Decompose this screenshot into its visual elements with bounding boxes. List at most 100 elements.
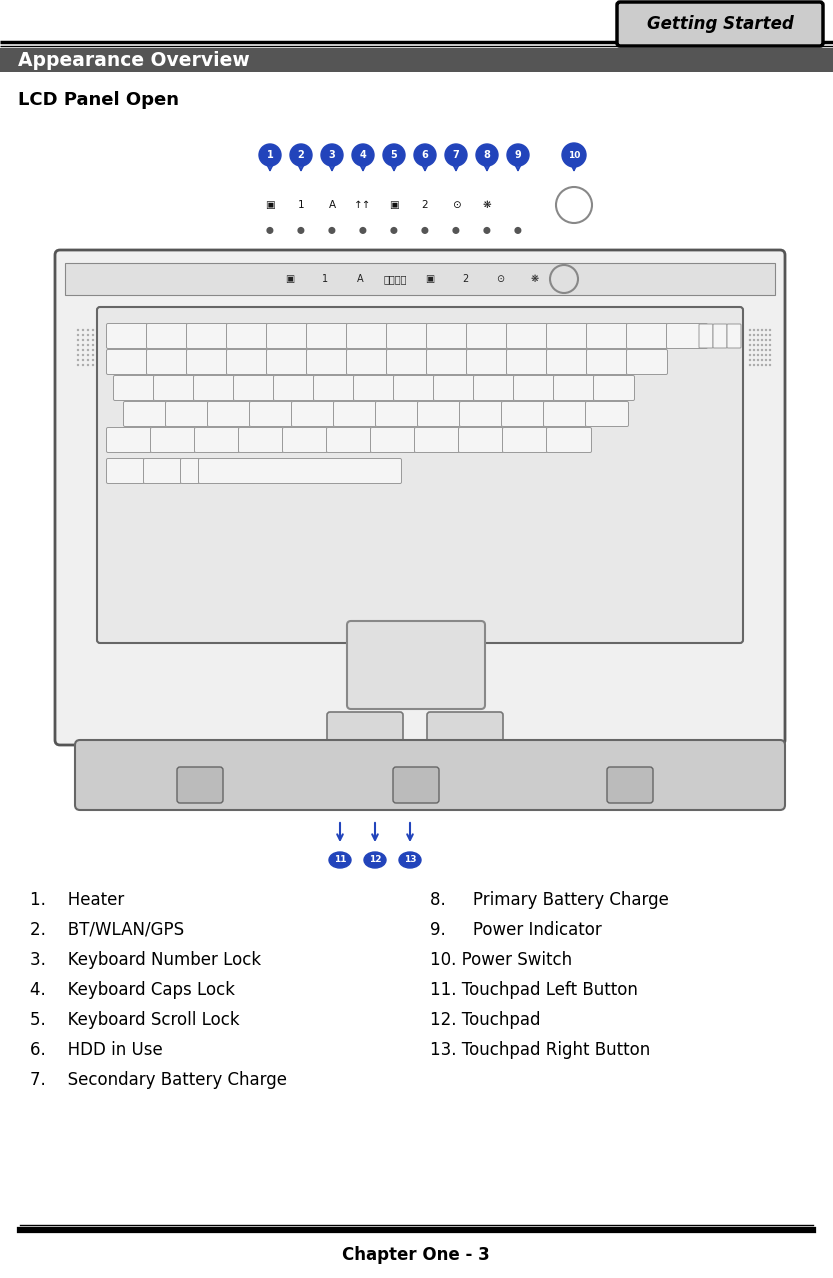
Text: 11: 11	[334, 855, 347, 864]
FancyBboxPatch shape	[727, 325, 741, 348]
Text: 8: 8	[484, 150, 491, 160]
Text: 1: 1	[267, 150, 273, 160]
FancyBboxPatch shape	[546, 349, 587, 374]
FancyBboxPatch shape	[267, 323, 307, 349]
Text: Chapter One - 3: Chapter One - 3	[342, 1246, 490, 1264]
FancyBboxPatch shape	[617, 3, 823, 46]
Circle shape	[753, 364, 756, 367]
Circle shape	[97, 359, 99, 362]
Circle shape	[87, 349, 89, 351]
Circle shape	[476, 144, 498, 166]
Text: 2.  BT/WLAN/GPS: 2. BT/WLAN/GPS	[30, 921, 184, 939]
Circle shape	[92, 354, 94, 357]
Circle shape	[749, 364, 751, 367]
Circle shape	[97, 344, 99, 346]
FancyBboxPatch shape	[433, 376, 475, 400]
Circle shape	[102, 354, 104, 357]
Ellipse shape	[364, 852, 386, 868]
Text: 13: 13	[404, 855, 416, 864]
Circle shape	[82, 354, 84, 357]
Circle shape	[753, 354, 756, 357]
FancyBboxPatch shape	[181, 459, 218, 483]
FancyBboxPatch shape	[227, 323, 267, 349]
Circle shape	[82, 349, 84, 351]
Circle shape	[92, 339, 94, 341]
Circle shape	[765, 328, 767, 331]
Circle shape	[761, 359, 763, 362]
FancyBboxPatch shape	[607, 767, 653, 803]
FancyBboxPatch shape	[207, 401, 251, 427]
FancyBboxPatch shape	[267, 349, 307, 374]
FancyBboxPatch shape	[238, 428, 283, 452]
Text: 1.  Heater: 1. Heater	[30, 891, 124, 909]
Text: 1: 1	[322, 273, 328, 284]
Circle shape	[757, 339, 759, 341]
FancyBboxPatch shape	[376, 401, 418, 427]
FancyBboxPatch shape	[177, 767, 223, 803]
Text: 4: 4	[360, 150, 367, 160]
Circle shape	[765, 364, 767, 367]
Text: Appearance Overview: Appearance Overview	[18, 51, 250, 69]
Circle shape	[765, 339, 767, 341]
Circle shape	[769, 354, 771, 357]
FancyBboxPatch shape	[333, 401, 377, 427]
FancyBboxPatch shape	[273, 376, 315, 400]
FancyBboxPatch shape	[586, 401, 629, 427]
FancyBboxPatch shape	[387, 349, 427, 374]
Circle shape	[761, 328, 763, 331]
Circle shape	[87, 334, 89, 336]
FancyBboxPatch shape	[347, 621, 485, 709]
FancyBboxPatch shape	[107, 349, 147, 374]
Circle shape	[82, 328, 84, 331]
Circle shape	[507, 144, 529, 166]
Circle shape	[769, 364, 771, 367]
Text: 7.  Secondary Battery Charge: 7. Secondary Battery Charge	[30, 1071, 287, 1089]
Text: 3.  Keyboard Number Lock: 3. Keyboard Number Lock	[30, 951, 261, 969]
Text: 6.  HDD in Use: 6. HDD in Use	[30, 1042, 162, 1059]
Circle shape	[82, 359, 84, 362]
FancyBboxPatch shape	[458, 428, 503, 452]
Text: ▣: ▣	[265, 199, 275, 210]
Circle shape	[97, 334, 99, 336]
Circle shape	[765, 344, 767, 346]
Text: ⬤: ⬤	[452, 226, 460, 234]
Circle shape	[757, 364, 759, 367]
Circle shape	[769, 344, 771, 346]
FancyBboxPatch shape	[466, 323, 507, 349]
Text: 2: 2	[297, 150, 304, 160]
Text: 13. Touchpad Right Button: 13. Touchpad Right Button	[430, 1042, 651, 1059]
Circle shape	[765, 334, 767, 336]
FancyBboxPatch shape	[473, 376, 515, 400]
FancyBboxPatch shape	[546, 323, 587, 349]
Circle shape	[87, 364, 89, 367]
Circle shape	[92, 364, 94, 367]
FancyBboxPatch shape	[194, 428, 240, 452]
FancyBboxPatch shape	[393, 376, 435, 400]
FancyBboxPatch shape	[626, 323, 667, 349]
Circle shape	[769, 349, 771, 351]
FancyBboxPatch shape	[107, 428, 152, 452]
FancyBboxPatch shape	[233, 376, 275, 400]
FancyBboxPatch shape	[153, 376, 194, 400]
Circle shape	[749, 344, 751, 346]
FancyBboxPatch shape	[187, 323, 227, 349]
Text: 2: 2	[461, 273, 468, 284]
FancyBboxPatch shape	[666, 323, 707, 349]
Circle shape	[102, 328, 104, 331]
FancyBboxPatch shape	[553, 376, 595, 400]
Circle shape	[77, 328, 79, 331]
FancyBboxPatch shape	[347, 349, 387, 374]
Circle shape	[77, 364, 79, 367]
Circle shape	[97, 364, 99, 367]
Text: 8.   Primary Battery Charge: 8. Primary Battery Charge	[430, 891, 669, 909]
Bar	[65, 263, 775, 295]
FancyBboxPatch shape	[217, 459, 256, 483]
Text: A: A	[328, 199, 336, 210]
Circle shape	[761, 364, 763, 367]
Circle shape	[102, 349, 104, 351]
Text: ⬤: ⬤	[359, 226, 367, 234]
Circle shape	[102, 364, 104, 367]
Circle shape	[765, 349, 767, 351]
Circle shape	[97, 339, 99, 341]
Circle shape	[749, 354, 751, 357]
